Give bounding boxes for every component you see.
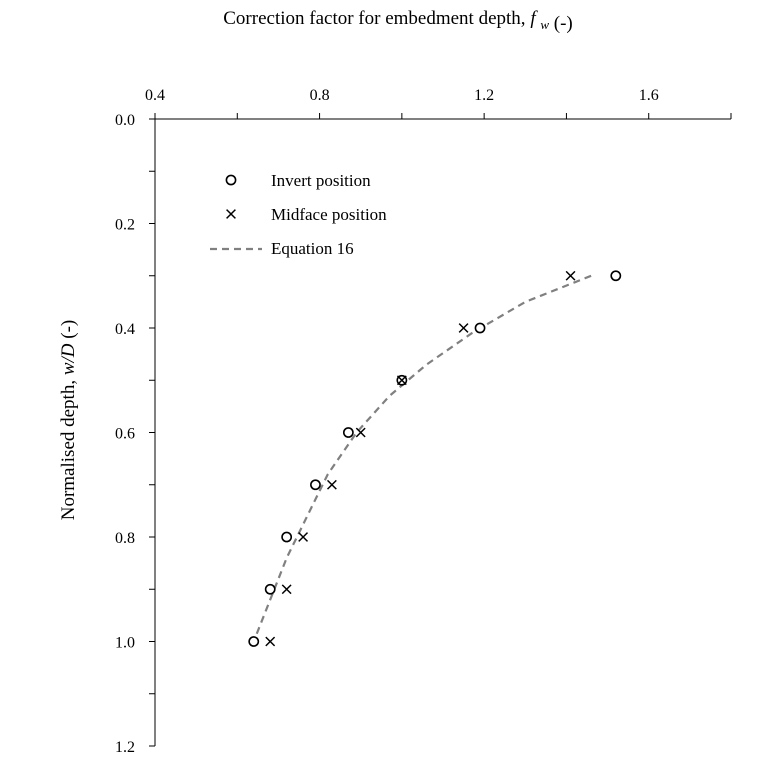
legend-circle-marker [225, 174, 237, 186]
y-tick-label: 0.0 [115, 112, 135, 129]
legend-label-midface: Midface position [271, 205, 387, 224]
midface-point [458, 323, 469, 333]
y-ticks: 0.0 0.2 0.4 0.6 0.8 1.0 1.2 [115, 112, 155, 756]
x-tick-label: 1.2 [474, 87, 494, 104]
legend-cross-marker [226, 209, 236, 219]
cross-stroke [281, 584, 292, 595]
legend: Invert position Midface position Equatio… [210, 171, 387, 258]
x-tick-label: 0.8 [310, 87, 330, 104]
x-axis-title-symbol: f [530, 8, 538, 29]
y-tick-label: 0.8 [115, 530, 135, 547]
invert-point [342, 427, 354, 438]
y-tick-label: 1.0 [115, 635, 135, 652]
y-axis-title-symbol: w/D [58, 343, 79, 375]
cross-stroke [226, 209, 236, 219]
cross-stroke [265, 636, 276, 647]
x-axis-title-subscript: w [540, 17, 549, 32]
plot-marks [248, 270, 622, 647]
legend-marker-circle [225, 174, 237, 186]
invert-point [474, 322, 486, 334]
y-axis-title-text: Normalised depth, [58, 380, 79, 520]
x-tick-label: 0.4 [145, 87, 165, 104]
y-axis-title-unit: (-) [58, 320, 79, 339]
y-tick-label: 0.6 [115, 426, 135, 443]
y-tick-label: 1.2 [115, 739, 135, 756]
y-axis-title: Normalised depth, w/D (-) [58, 320, 79, 521]
cross-stroke [298, 532, 309, 542]
invert-point [248, 636, 260, 647]
y-tick-label: 0.4 [115, 321, 135, 338]
legend-label-equation: Equation 16 [271, 239, 354, 258]
midface-point [355, 427, 366, 438]
cross-stroke [458, 323, 469, 333]
cross-stroke [326, 479, 337, 490]
x-ticks: 0.4 0.8 1.2 1.6 [145, 87, 732, 119]
midface-point [298, 532, 309, 542]
x-axis-title: Correction factor for embedment depth, f… [223, 8, 573, 34]
cross-stroke [565, 270, 576, 281]
midface-point [265, 636, 276, 647]
equation-16-curve [252, 274, 592, 642]
invert-point [310, 479, 321, 491]
invert-point [610, 270, 622, 282]
x-axis-title-text: Correction factor for embedment depth, [223, 8, 525, 29]
midface-point [281, 584, 292, 595]
legend-label-invert: Invert position [271, 171, 371, 190]
invert-point [264, 583, 276, 595]
y-tick-label: 0.2 [115, 217, 135, 234]
invert-point [281, 531, 293, 543]
x-tick-label: 1.6 [639, 87, 659, 104]
cross-stroke [396, 375, 407, 386]
x-axis-title-unit: (-) [554, 13, 573, 34]
legend-marker-cross [226, 209, 236, 219]
midface-point [396, 375, 407, 386]
midface-point [565, 270, 576, 281]
cross-stroke [355, 427, 366, 438]
midface-point [326, 479, 337, 490]
